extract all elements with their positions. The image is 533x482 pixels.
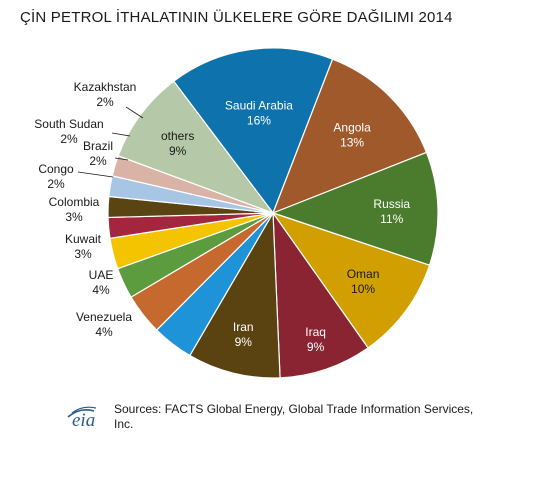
- slice-percent-colombia: 3%: [65, 210, 83, 224]
- slice-percent-uae: 4%: [92, 283, 110, 297]
- slice-percent-kazakhstan: 2%: [96, 95, 114, 109]
- leader-line-south-sudan: [111, 132, 131, 137]
- slice-percent-others: 9%: [169, 144, 187, 158]
- slice-label-brazil: Brazil: [83, 139, 113, 153]
- slice-label-russia: Russia: [373, 197, 410, 211]
- slice-percent-kuwait: 3%: [74, 247, 92, 261]
- slice-label-congo: Congo: [38, 162, 74, 176]
- slice-label-saudi-arabia: Saudi Arabia: [225, 99, 293, 113]
- pie-slice-saudi-arabia: [172, 47, 334, 215]
- slice-label-south-sudan: South Sudan: [34, 117, 103, 131]
- pie-slice-iraq: [272, 210, 369, 379]
- chart-title: ÇİN PETROL İTHALATININ ÜLKELERE GÖRE DAĞ…: [20, 9, 453, 26]
- slice-label-kazakhstan: Kazakhstan: [74, 80, 137, 94]
- pie-slice-angola: [271, 58, 428, 215]
- leader-line-congo: [77, 171, 114, 178]
- slice-label-oman: Oman: [347, 267, 380, 281]
- pie-slice-others: [117, 80, 275, 215]
- slice-percent-angola: 13%: [340, 135, 364, 149]
- slice-percent-iraq: 9%: [307, 340, 325, 354]
- slice-label-uae: UAE: [89, 268, 114, 282]
- slice-percent-iran: 9%: [235, 335, 253, 349]
- eia-logo-text: eia: [72, 410, 96, 431]
- slice-label-kuwait: Kuwait: [65, 232, 102, 246]
- slice-percent-oman: 10%: [351, 282, 375, 296]
- slice-percent-venezuela: 4%: [95, 325, 113, 339]
- leader-lines: [77, 106, 144, 178]
- slice-label-iraq: Iraq: [305, 325, 326, 339]
- slice-label-iran: Iran: [233, 320, 254, 334]
- pie-slice-oman: [271, 211, 431, 349]
- slice-percent-brazil: 2%: [89, 154, 107, 168]
- source-note: Sources: FACTS Global Energy, Global Tra…: [114, 402, 474, 431]
- slice-percent-congo: 2%: [47, 177, 65, 191]
- slice-percent-south-sudan: 2%: [60, 132, 78, 146]
- pie-slice-iran: [189, 210, 281, 379]
- pie-slice-russia: [271, 151, 439, 266]
- leader-line-kazakhstan: [125, 106, 144, 119]
- leader-line-brazil: [114, 157, 129, 161]
- slice-label-venezuela: Venezuela: [76, 310, 132, 324]
- slice-label-others: others: [161, 129, 194, 143]
- slice-label-colombia: Colombia: [49, 195, 100, 209]
- slice-label-angola: Angola: [333, 120, 371, 134]
- slice-percent-russia: 11%: [380, 212, 403, 226]
- slice-percent-saudi-arabia: 16%: [247, 114, 271, 128]
- pie-slices: [107, 47, 439, 379]
